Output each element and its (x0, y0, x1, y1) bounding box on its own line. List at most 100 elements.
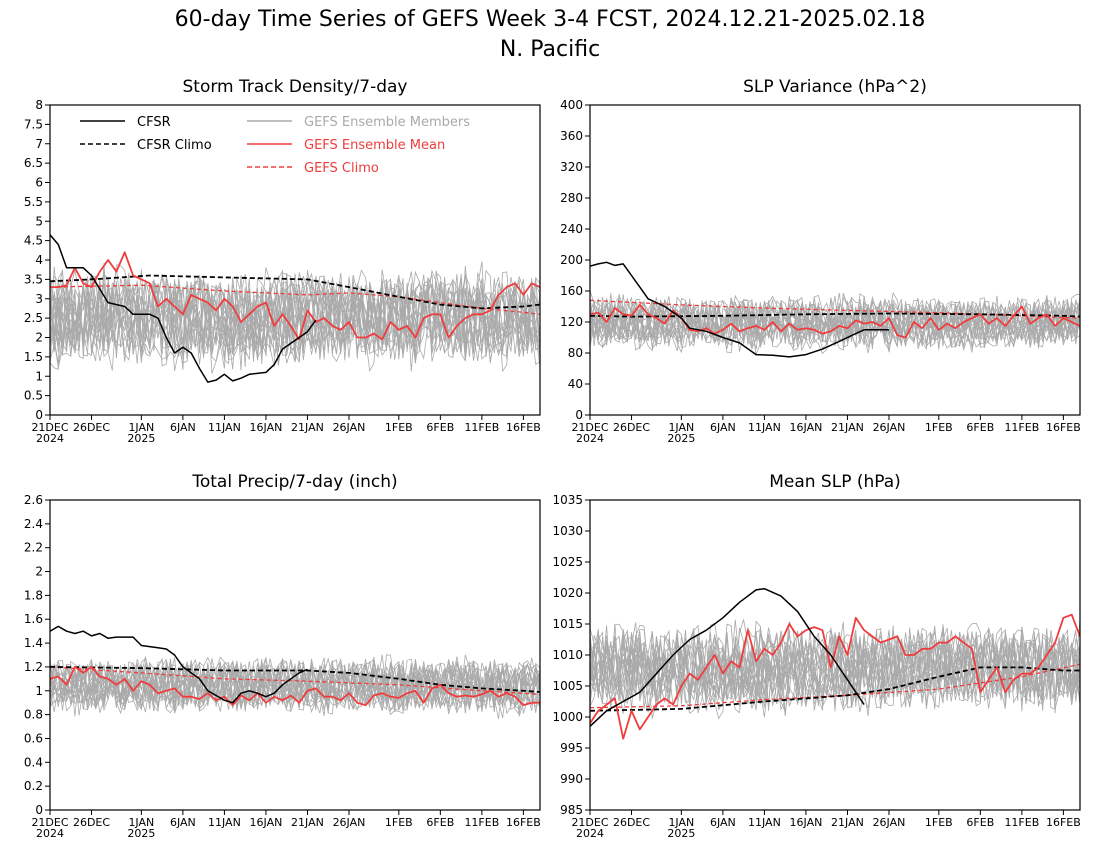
x-tick-label: 11JAN (208, 816, 241, 829)
series-line-cfsr-climo (50, 274, 540, 310)
y-tick-label: 280 (560, 191, 583, 205)
y-tick-label: 995 (560, 741, 583, 755)
y-tick-label: 1010 (552, 648, 583, 662)
y-tick-label: 8 (35, 98, 43, 112)
ensemble-member-line (50, 657, 540, 717)
panels: Storm Track Density/7-day 0 0.5 1 1.5 2 2.5 3 3.… (24, 77, 1081, 840)
y-tick-label: 1015 (552, 617, 583, 631)
y-tick-label: 3 (35, 292, 43, 306)
ensemble-member-line (50, 277, 540, 366)
ensemble-member-line (590, 292, 1080, 351)
y-tick-label: 7 (35, 137, 43, 151)
x-year-label: 2024 (576, 432, 604, 445)
legend-label-gefs-climo: GEFS Climo (304, 161, 379, 176)
series-line-mean (590, 303, 1080, 339)
plot-frame (49, 499, 541, 811)
y-tick-label: 5.5 (24, 195, 43, 209)
ensemble-member-line (50, 269, 540, 364)
x-tick-label: 1FEB (925, 816, 953, 829)
series-line-gefs-climo (590, 663, 1080, 709)
series-line-gefs-climo (50, 284, 540, 315)
plot-frame (589, 104, 1081, 416)
y-tick-label: 0.4 (24, 755, 43, 769)
chart-panel-1: Storm Track Density/7-day 0 0.5 1 1.5 2 2.5 3 3.… (24, 77, 541, 445)
x-year-label: 2024 (36, 432, 64, 445)
ensemble-member-line (590, 619, 1080, 712)
y-tick-label: 1030 (552, 524, 583, 538)
series-line-gefs-climo (50, 666, 540, 695)
x-tick-label: 6JAN (170, 421, 196, 434)
plot-area (590, 587, 1080, 740)
x-tick-label: 1JAN (128, 816, 154, 829)
ensemble-member-line (50, 660, 540, 713)
y-tick-label: 1.2 (24, 660, 43, 674)
series-line-cfsr-climo (590, 312, 1080, 318)
y-tick-label: 2.6 (24, 493, 43, 507)
x-tick-label: 26DEC (613, 816, 650, 829)
x-tick-label: 26JAN (333, 816, 366, 829)
y-tick-label: 200 (560, 253, 583, 267)
y-tick-label: 4.5 (24, 234, 43, 248)
x-tick-label: 11JAN (748, 421, 781, 434)
series-line-cfsr (50, 625, 308, 704)
chart-panel-2: SLP Variance (hPa^2) 0 40 80 120 160 200 240 280… (560, 77, 1081, 445)
y-tick-label: 160 (560, 284, 583, 298)
legend-label-cfsr-climo: CFSR Climo (137, 138, 212, 153)
y-tick-label: 2.5 (24, 311, 43, 325)
x-tick-label: 1JAN (668, 816, 694, 829)
y-tick-label: 80 (568, 346, 583, 360)
ensemble-member-line (50, 268, 540, 373)
x-tick-label: 6FEB (966, 816, 994, 829)
y-tick-label: 360 (560, 129, 583, 143)
ensemble-member-line (590, 622, 1080, 719)
y-tick-label: 3.5 (24, 272, 43, 286)
series-line-mean (50, 666, 540, 706)
y-tick-label: 0.6 (24, 731, 43, 745)
x-tick-label: 11FEB (464, 816, 499, 829)
legend-label-mean: GEFS Ensemble Mean (304, 138, 445, 153)
series-line-cfsr-climo (50, 666, 540, 693)
x-year-label: 2025 (667, 827, 695, 840)
y-tick-label: 320 (560, 160, 583, 174)
plot-frame (589, 499, 1081, 811)
x-tick-label: 1FEB (925, 421, 953, 434)
x-tick-label: 1FEB (385, 421, 413, 434)
y-tick-label: 7.5 (24, 117, 43, 131)
ensemble-members (590, 290, 1080, 357)
x-tick-label: 16JAN (250, 421, 283, 434)
x-tick-label: 1JAN (668, 421, 694, 434)
legend-label-cfsr: CFSR (137, 115, 171, 130)
chart-title: Storm Track Density/7-day (183, 77, 408, 97)
x-tick-label: 6FEB (966, 421, 994, 434)
ensemble-member-line (50, 262, 540, 368)
x-tick-label: 26JAN (873, 816, 906, 829)
x-tick-label: 21JAN (291, 816, 324, 829)
plot-area (50, 234, 540, 383)
x-tick-label: 26JAN (333, 421, 366, 434)
x-year-label: 2024 (36, 827, 64, 840)
y-tick-label: 990 (560, 772, 583, 786)
x-tick-label: 16JAN (790, 421, 823, 434)
chart-title: Total Precip/7-day (inch) (191, 472, 397, 492)
y-tick-label: 985 (560, 803, 583, 817)
chart-title: Mean SLP (hPa) (769, 472, 901, 492)
y-tick-label: 1025 (552, 555, 583, 569)
y-tick-label: 1.6 (24, 612, 43, 626)
x-tick-label: 6JAN (710, 421, 736, 434)
series-line-cfsr (50, 234, 317, 383)
legend: CFSR CFSR Climo GEFS Ensemble Members GEFS … (80, 115, 470, 176)
figure-subtitle: N. Pacific (500, 37, 600, 62)
y-tick-label: 1.5 (24, 350, 43, 364)
y-tick-label: 0.8 (24, 708, 43, 722)
y-tick-label: 400 (560, 98, 583, 112)
x-tick-label: 11JAN (748, 816, 781, 829)
x-tick-label: 21DEC (31, 816, 68, 829)
legend-label-members: GEFS Ensemble Members (304, 115, 470, 130)
ensemble-member-line (50, 658, 540, 716)
plot-area (590, 261, 1080, 358)
x-year-label: 2025 (127, 827, 155, 840)
y-tick-label: 120 (560, 315, 583, 329)
x-tick-label: 6JAN (170, 816, 196, 829)
x-tick-label: 16FEB (1046, 816, 1081, 829)
